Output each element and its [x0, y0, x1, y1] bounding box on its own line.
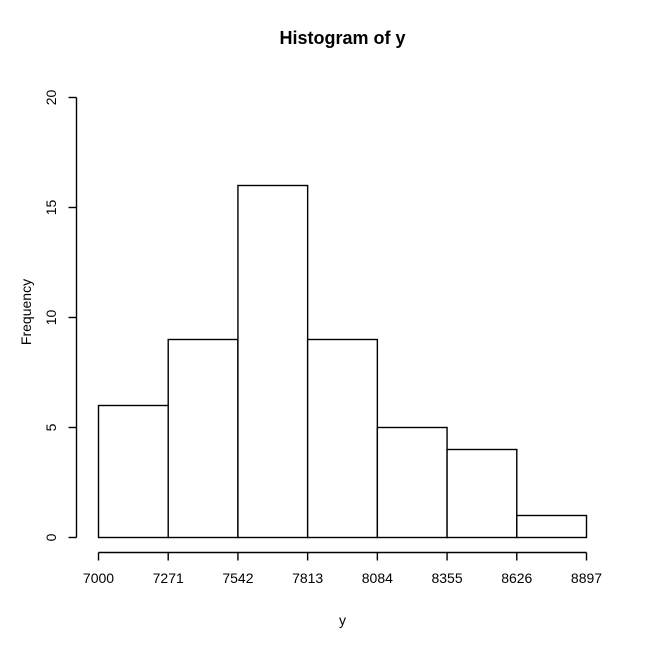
histogram-bar-2: [237, 184, 309, 539]
chart-title: Histogram of y: [279, 28, 406, 48]
x-tick-label: 8626: [501, 570, 532, 586]
x-tick-label: 7271: [153, 570, 184, 586]
x-tick-label: 8355: [431, 570, 462, 586]
x-tick-label: 7542: [222, 570, 253, 586]
histogram-bar-5: [446, 448, 518, 539]
y-tick-label: 10: [43, 310, 59, 326]
x-tick-label: 7000: [83, 570, 114, 586]
y-tick-label: 15: [43, 200, 59, 216]
x-axis-label: y: [339, 612, 346, 628]
histogram-bar-0: [97, 404, 169, 539]
histogram-bar-1: [167, 338, 239, 539]
x-tick-label: 7813: [292, 570, 323, 586]
y-tick-label: 20: [43, 90, 59, 106]
y-tick-label: 5: [43, 423, 59, 431]
y-tick-label: 0: [43, 533, 59, 541]
x-tick-label: 8084: [362, 570, 393, 586]
histogram-bar-3: [306, 338, 379, 539]
x-tick-label: 8897: [571, 570, 602, 586]
histogram-bar-4: [376, 426, 448, 539]
y-axis-label: Frequency: [18, 278, 34, 346]
histogram-bar-6: [516, 514, 588, 539]
